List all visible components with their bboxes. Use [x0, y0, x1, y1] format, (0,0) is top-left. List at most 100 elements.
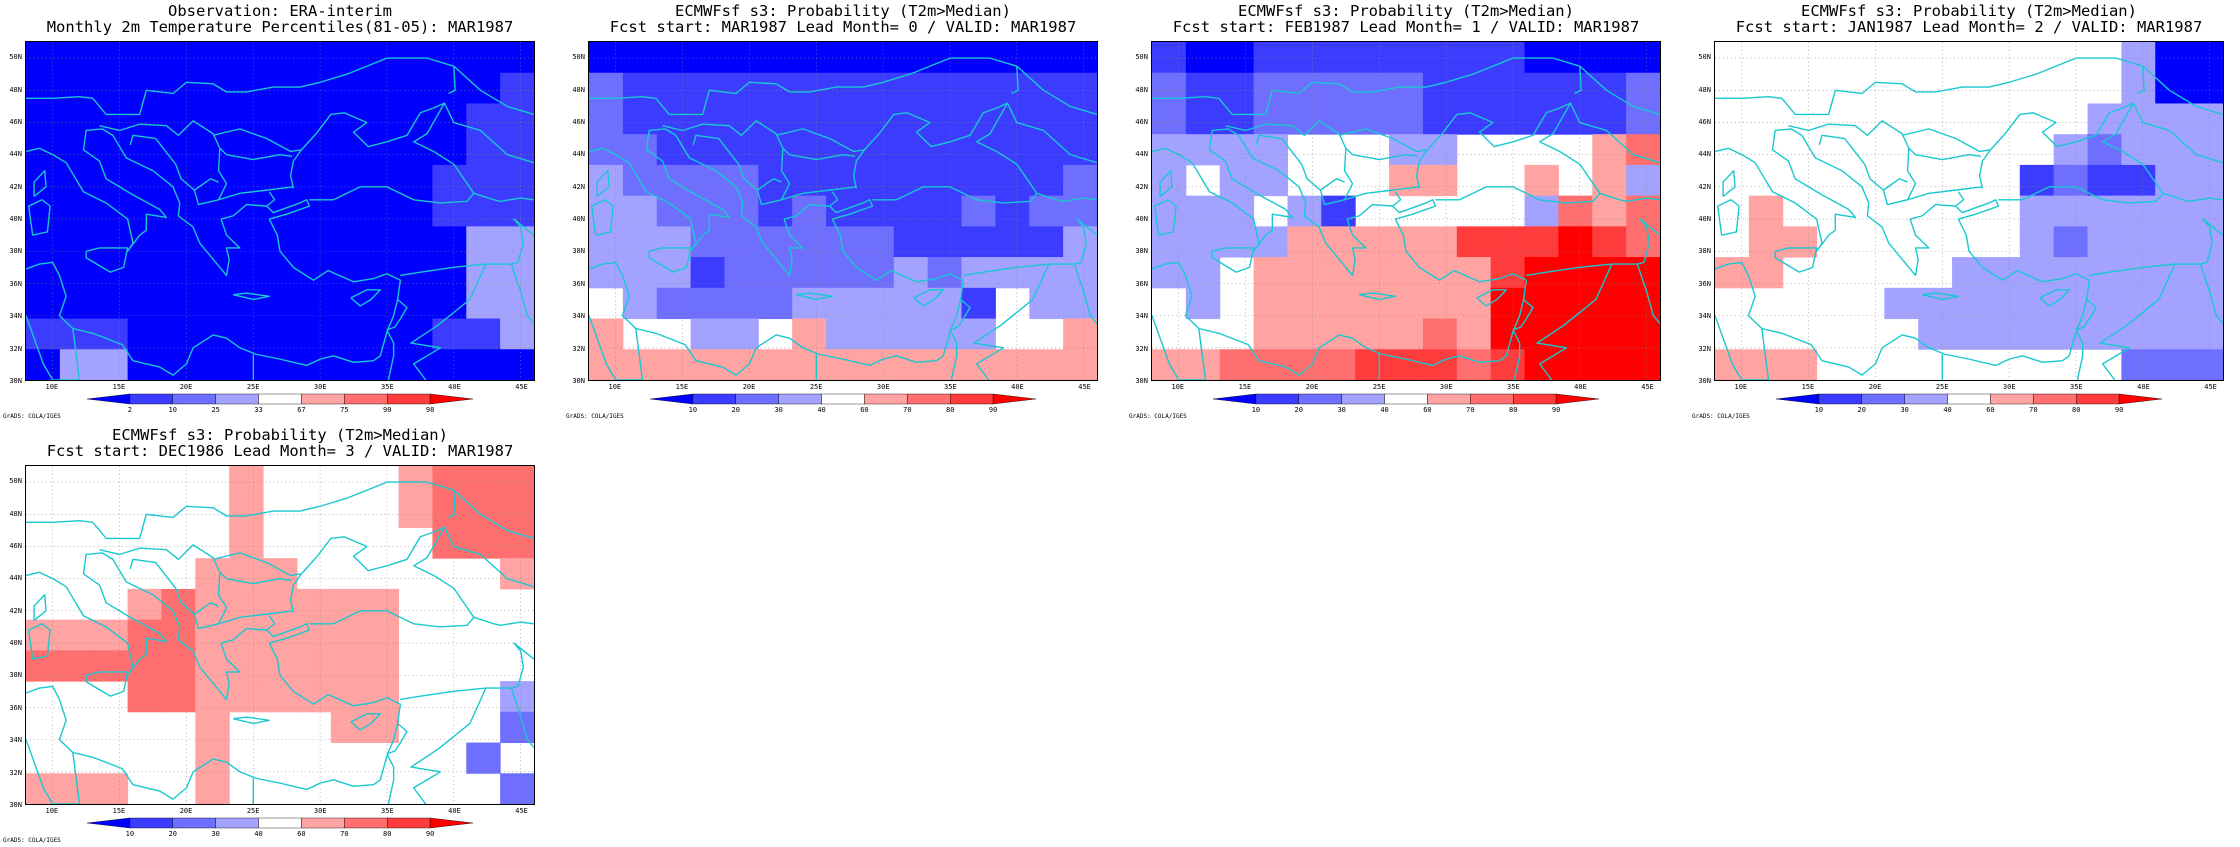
- grid-cell: [1287, 257, 1322, 289]
- coastline: [2075, 298, 2097, 331]
- grid-cell: [1490, 257, 1526, 289]
- lat-label: 38N: [9, 247, 22, 256]
- grid-cell: [127, 619, 162, 651]
- lon-label: 45E: [1641, 383, 1654, 391]
- grid-cell: [2121, 134, 2156, 166]
- grads-credit: GrADS: COLA/IGES: [1692, 413, 1750, 420]
- grid-cell: [1626, 226, 1660, 258]
- lat-label: 50N: [572, 53, 585, 62]
- grid-cell: [792, 134, 827, 166]
- colorbar-label: 40: [1943, 406, 1952, 414]
- grid-cell: [1063, 103, 1097, 135]
- lon-label: 40E: [1574, 383, 1587, 391]
- grid-cell: [724, 103, 759, 135]
- lon-label: 45E: [515, 383, 528, 391]
- grid-cell: [330, 349, 366, 380]
- lat-label: 38N: [1135, 247, 1148, 256]
- coastline: [2089, 261, 2208, 277]
- coastline: [852, 149, 865, 189]
- colorbar-swatch: [301, 393, 345, 405]
- lat-label: 30N: [9, 801, 22, 809]
- grid-cell: [1626, 42, 1660, 74]
- grid-cell: [961, 287, 996, 320]
- lat-label: 44N: [9, 150, 22, 159]
- lon-label: 15E: [112, 807, 126, 815]
- coastline: [1579, 65, 1660, 116]
- grid-cell: [500, 226, 534, 258]
- colorbar: [1776, 393, 2162, 405]
- grid-cell: [195, 287, 230, 320]
- coastline: [648, 247, 692, 273]
- colorbar-swatch: [387, 817, 431, 829]
- grid-cell: [2155, 287, 2190, 320]
- lat-label: 42N: [1698, 182, 1711, 191]
- coastline: [27, 199, 51, 236]
- grid-cell: [1524, 103, 1559, 135]
- grid-cell: [2155, 42, 2190, 74]
- colorbar-swatch: [821, 393, 865, 405]
- grid-cell: [263, 681, 298, 713]
- coastline: [2202, 218, 2223, 263]
- coastline: [662, 120, 856, 161]
- colorbar-swatch: [1555, 393, 1599, 405]
- coastline: [2199, 263, 2223, 325]
- lon-label: 35E: [381, 807, 394, 815]
- coastline: [1788, 120, 1982, 161]
- grid-cell: [2053, 164, 2089, 197]
- colorbar-label: 30: [1337, 406, 1346, 414]
- grid-cell: [26, 42, 61, 74]
- grid-cell: [127, 588, 162, 621]
- lon-label: 25E: [1935, 383, 1949, 391]
- grid-cell: [995, 164, 1030, 197]
- colorbar-swatch: [1470, 393, 1514, 405]
- grid-cell: [656, 42, 692, 74]
- grid-cell: [927, 257, 963, 289]
- colorbar-swatch: [992, 393, 1036, 405]
- coastline: [1512, 298, 1534, 331]
- grid-cell: [432, 349, 467, 380]
- coastline: [1883, 178, 1908, 191]
- grid-cell: [195, 349, 230, 380]
- lat-label: 32N: [9, 344, 22, 353]
- grid-cell: [1626, 72, 1660, 104]
- grid-cell: [500, 72, 534, 104]
- grid-cell: [432, 72, 467, 104]
- grid-cell: [364, 650, 400, 682]
- grid-cell: [1152, 42, 1187, 74]
- lon-label: 15E: [1801, 383, 1815, 391]
- grid-cell: [432, 527, 467, 559]
- grid-cell: [1063, 42, 1097, 74]
- grid-cell: [690, 287, 725, 320]
- grid-cell: [1355, 349, 1390, 380]
- panel-subtitle: Fcst start: JAN1987 Lead Month= 2 / VALI…: [1735, 18, 2203, 36]
- grid-cell: [229, 72, 264, 104]
- lon-label: 35E: [381, 383, 394, 391]
- colorbar-label: 80: [383, 830, 392, 838]
- grid-cell: [1219, 164, 1255, 197]
- grid-cell: [93, 619, 129, 651]
- colorbar-swatch: [1776, 393, 1820, 405]
- grid-cell: [161, 588, 196, 621]
- coastline: [233, 292, 271, 301]
- grid-cell: [26, 650, 61, 682]
- grid-cell: [500, 134, 534, 166]
- grid-cell: [466, 103, 501, 135]
- grid-cell: [2121, 257, 2156, 289]
- colorbar-label: 70: [903, 406, 912, 414]
- grid-cell: [127, 103, 162, 135]
- grid-cell: [500, 164, 534, 197]
- grid-cell: [161, 318, 196, 350]
- grid-cell: [690, 42, 725, 74]
- colorbar-label: 40: [817, 406, 826, 414]
- lon-label: 20E: [1305, 383, 1319, 391]
- coastline: [913, 289, 945, 307]
- coastline: [26, 552, 402, 800]
- coastline: [27, 623, 51, 660]
- coastline: [212, 526, 475, 628]
- grid-cell: [1063, 349, 1097, 380]
- grid-cell: [2155, 226, 2190, 258]
- grid-cell: [330, 164, 366, 197]
- grid-cell: [1185, 257, 1221, 289]
- grid-cell: [364, 287, 400, 320]
- lon-label: 10E: [45, 383, 59, 391]
